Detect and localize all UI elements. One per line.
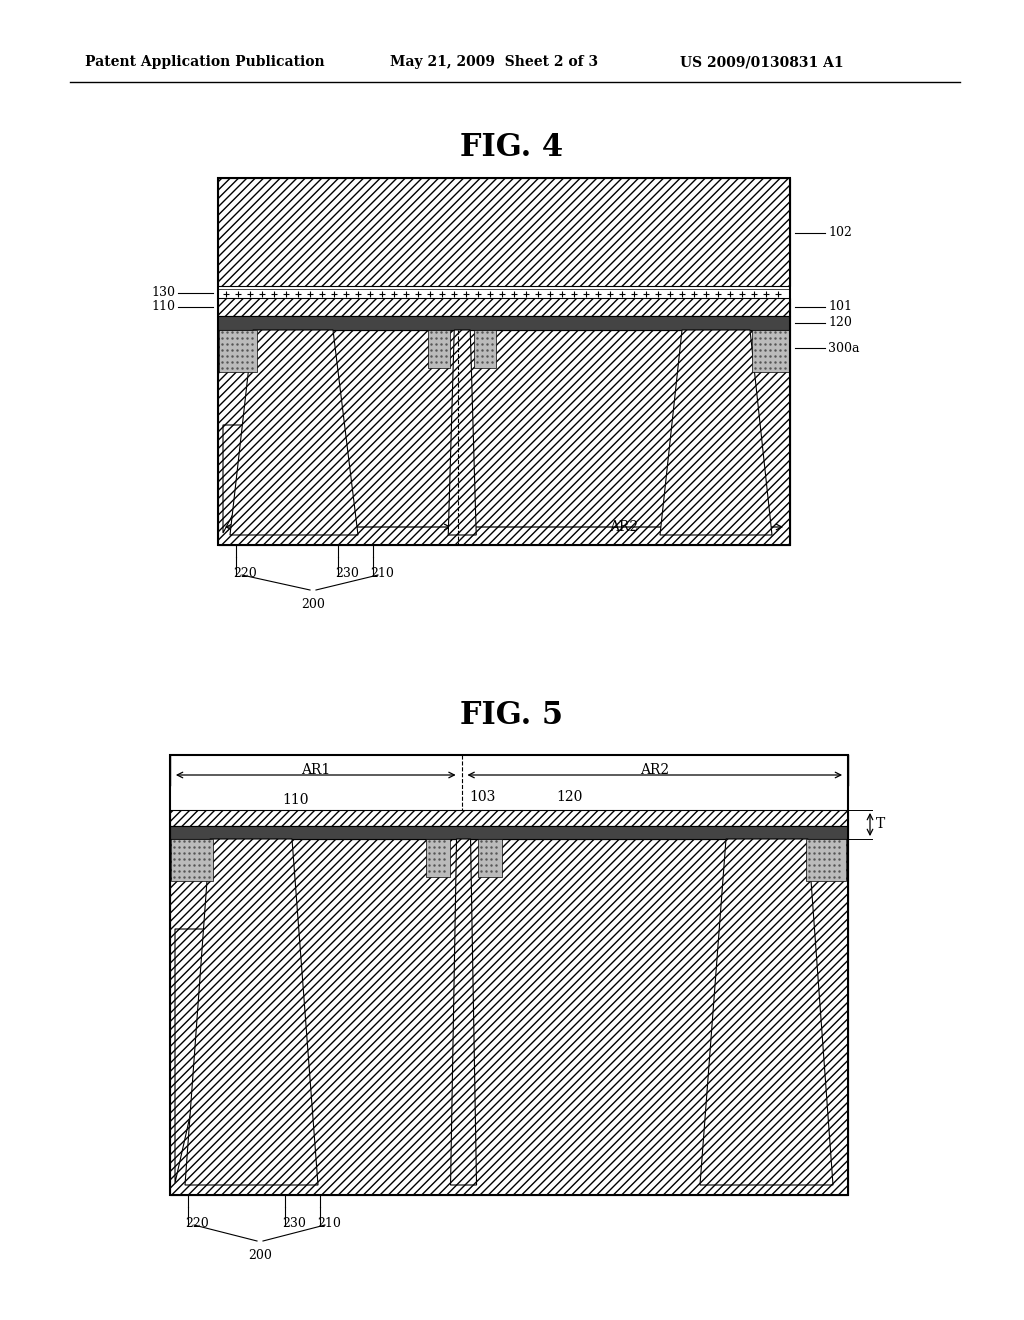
- Text: T: T: [876, 817, 886, 832]
- Bar: [474, 330, 497, 368]
- Text: 110: 110: [283, 793, 309, 807]
- Bar: [170, 755, 848, 1195]
- Text: US 2009/0130831 A1: US 2009/0130831 A1: [680, 55, 844, 69]
- Bar: [170, 840, 848, 1195]
- Polygon shape: [230, 330, 358, 535]
- Bar: [426, 840, 450, 876]
- Text: 103: 103: [470, 789, 496, 804]
- Text: 130: 130: [151, 286, 175, 300]
- Polygon shape: [185, 840, 318, 1185]
- Polygon shape: [700, 840, 833, 1185]
- Polygon shape: [449, 330, 476, 535]
- Text: 120: 120: [828, 317, 852, 330]
- Text: 230: 230: [335, 568, 358, 579]
- Text: 230: 230: [282, 1217, 306, 1230]
- Text: 200: 200: [301, 598, 325, 611]
- Polygon shape: [223, 425, 280, 533]
- Text: AR2: AR2: [609, 520, 639, 535]
- Bar: [752, 330, 790, 372]
- Bar: [806, 840, 846, 880]
- Bar: [218, 298, 790, 315]
- Bar: [218, 289, 790, 298]
- Text: 101: 101: [828, 301, 852, 314]
- Text: Patent Application Publication: Patent Application Publication: [85, 55, 325, 69]
- Bar: [218, 315, 790, 330]
- Text: AR2: AR2: [640, 763, 670, 777]
- Text: 110: 110: [151, 301, 175, 314]
- Polygon shape: [451, 840, 476, 1185]
- Bar: [428, 330, 451, 368]
- Text: 220: 220: [185, 1217, 209, 1230]
- Polygon shape: [175, 929, 232, 1183]
- Polygon shape: [660, 330, 772, 535]
- Text: May 21, 2009  Sheet 2 of 3: May 21, 2009 Sheet 2 of 3: [390, 55, 598, 69]
- Text: 120: 120: [556, 789, 583, 804]
- Bar: [477, 840, 502, 876]
- Bar: [170, 826, 848, 840]
- Text: 220: 220: [233, 568, 257, 579]
- Text: FIG. 5: FIG. 5: [461, 700, 563, 730]
- Text: 300a: 300a: [828, 342, 859, 355]
- Text: AR1: AR1: [301, 763, 331, 777]
- Text: 210: 210: [317, 1217, 341, 1230]
- Bar: [218, 178, 790, 286]
- Bar: [218, 178, 790, 545]
- Text: 200: 200: [248, 1249, 272, 1262]
- Text: AR1: AR1: [324, 520, 352, 535]
- Bar: [218, 330, 790, 545]
- Bar: [219, 330, 257, 372]
- Bar: [171, 840, 213, 880]
- Bar: [170, 810, 848, 826]
- Text: 102: 102: [828, 227, 852, 239]
- Text: 210: 210: [370, 568, 394, 579]
- Text: FIG. 4: FIG. 4: [461, 132, 563, 164]
